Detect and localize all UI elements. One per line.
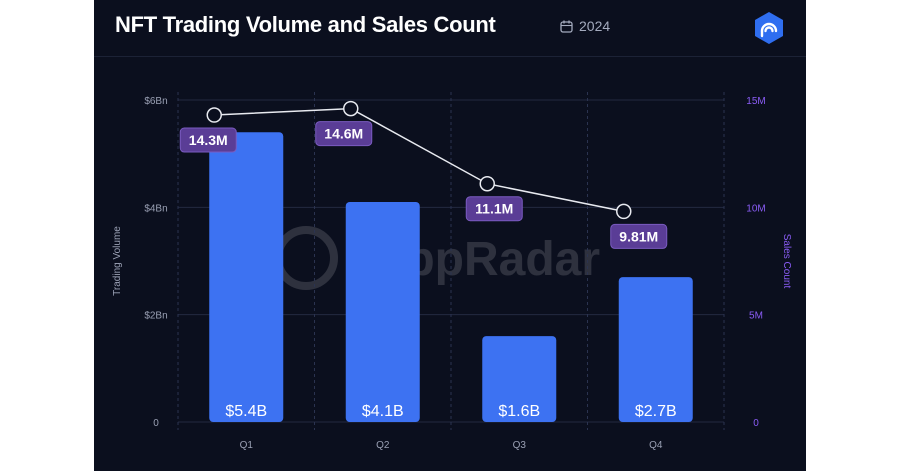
combo-chart: DappRadar 0 $2Bn $4Bn $6Bn 0 5M 10M 15M Trading V…	[112, 92, 792, 451]
chart-title: NFT Trading Volume and Sales Count	[115, 12, 496, 37]
point-label-box	[465, 196, 523, 222]
bar-q4	[618, 277, 693, 422]
dappradar-logo-icon[interactable]	[752, 11, 786, 45]
point-label-box	[610, 223, 668, 249]
bar-value-label: $1.6B	[498, 403, 540, 420]
y2-axis-title: Sales Count	[781, 234, 792, 289]
y2-tick-label: 5M	[749, 311, 763, 322]
bar-q2	[345, 201, 420, 422]
sales-count-point	[206, 107, 222, 123]
chart-card: NFT Trading Volume and Sales Count 2024 …	[94, 0, 806, 471]
year-badge: 2024	[560, 18, 610, 34]
x-tick-label: Q4	[649, 440, 663, 451]
point-value-label: 11.1M	[475, 201, 513, 217]
y2-tick-label: 15M	[746, 96, 765, 107]
y2-tick-label: 0	[753, 418, 759, 429]
y-tick-label: $4Bn	[144, 203, 167, 214]
year-label: 2024	[579, 18, 611, 34]
header-divider	[94, 56, 806, 57]
watermark-logo-icon	[274, 226, 338, 290]
sales-count-line	[214, 107, 624, 213]
bar-q1	[209, 132, 284, 422]
bar-value-label: $4.1B	[362, 403, 404, 420]
y-axis-title: Trading Volume	[112, 226, 123, 296]
y-tick-label: 0	[153, 418, 159, 429]
bar-value-label: $2.7B	[635, 403, 677, 420]
sales-count-point	[343, 100, 359, 117]
x-tick-label: Q2	[376, 440, 390, 451]
y2-tick-label: 10M	[746, 203, 765, 214]
bar-value-label: $5.4B	[225, 403, 267, 420]
sales-count-point	[479, 175, 495, 192]
watermark: DappRadar	[274, 226, 600, 290]
bar-q3	[482, 336, 557, 422]
point-value-label: 9.81M	[619, 228, 658, 244]
calendar-icon	[560, 20, 573, 33]
x-tick-label: Q3	[513, 440, 527, 451]
x-tick-label: Q1	[240, 440, 254, 451]
point-label-box	[179, 127, 237, 153]
point-value-label: 14.3M	[189, 132, 228, 148]
y-tick-label: $6Bn	[144, 96, 167, 107]
point-value-label: 14.6M	[324, 126, 363, 142]
point-label-box	[315, 121, 373, 147]
sales-count-point	[616, 203, 632, 220]
y-tick-label: $2Bn	[144, 311, 167, 322]
